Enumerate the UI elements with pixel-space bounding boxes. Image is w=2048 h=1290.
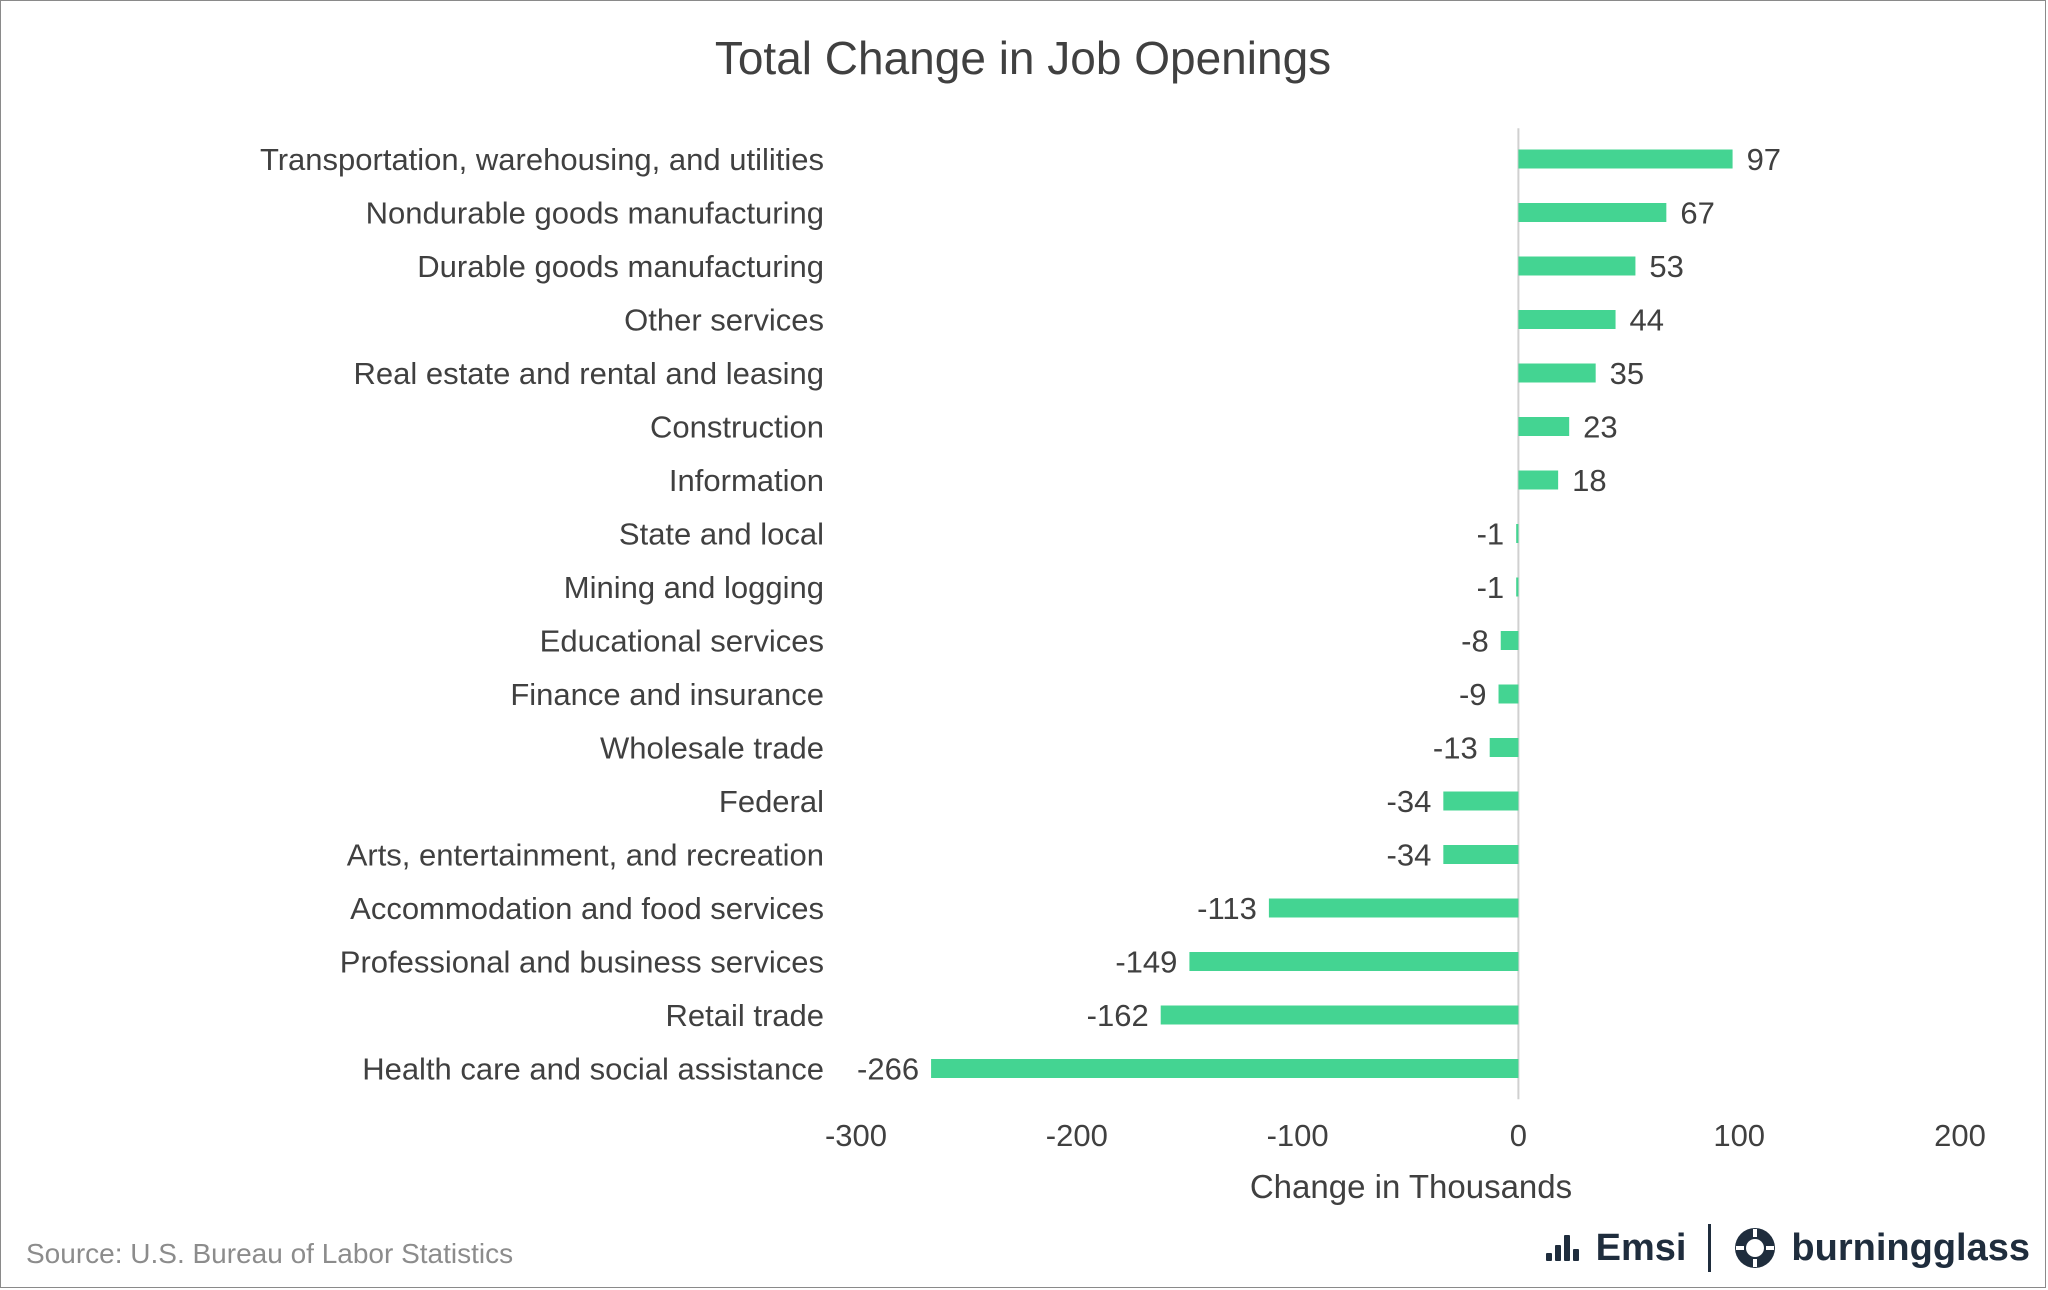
category-label: Wholesale trade (600, 731, 824, 766)
burningglass-logo: burningglass (1791, 1226, 2030, 1269)
bar (1516, 577, 1519, 597)
x-tick-label: 100 (1713, 1118, 1765, 1153)
category-label: Accommodation and food services (350, 891, 824, 926)
data-label: -149 (1115, 945, 1177, 980)
bar (1268, 898, 1519, 918)
bars (931, 149, 1733, 1078)
bar (1189, 952, 1519, 971)
x-tick-label: 200 (1934, 1118, 1986, 1153)
data-label: 53 (1649, 249, 1683, 284)
category-label: Finance and insurance (510, 677, 824, 712)
bar (1500, 631, 1519, 650)
bar (1518, 149, 1733, 169)
data-label: -162 (1087, 998, 1149, 1033)
data-label: -266 (857, 1052, 919, 1087)
data-label: 35 (1610, 356, 1644, 391)
category-label: Federal (719, 784, 824, 819)
category-label: Information (669, 463, 824, 498)
burningglass-star-icon (1735, 1228, 1776, 1268)
bar (1516, 524, 1519, 543)
category-label: State and local (619, 517, 824, 552)
category-label: Health care and social assistance (362, 1052, 824, 1087)
x-tick-label: -100 (1267, 1118, 1329, 1153)
emsi-bars-icon (1545, 1235, 1582, 1261)
data-label: 44 (1630, 303, 1664, 338)
category-label: Retail trade (665, 998, 824, 1033)
data-label: -13 (1433, 731, 1478, 766)
data-label: 97 (1747, 142, 1781, 177)
bar (1443, 845, 1519, 864)
x-tick-label: -200 (1046, 1118, 1108, 1153)
source-note: Source: U.S. Bureau of Labor Statistics (26, 1238, 514, 1269)
category-label: Durable goods manufacturing (417, 249, 824, 284)
category-label: Other services (624, 303, 824, 338)
emsi-logo: Emsi (1595, 1226, 1687, 1269)
x-tick-labels: -300 -200 -100 0 100 200 (825, 1118, 1986, 1153)
logo-area: Emsi burningglass (1545, 1222, 2030, 1274)
category-label: Real estate and rental and leasing (354, 356, 825, 391)
data-label: -1 (1477, 517, 1505, 552)
bar (1443, 791, 1519, 811)
x-tick-label: -300 (825, 1118, 887, 1153)
bar (1160, 1005, 1519, 1025)
data-label: -8 (1461, 624, 1489, 659)
chart-title: Total Change in Job Openings (715, 32, 1331, 84)
data-label: -9 (1459, 677, 1487, 712)
category-label: Arts, entertainment, and recreation (347, 838, 824, 873)
category-labels: Transportation, warehousing, and utiliti… (260, 142, 824, 1087)
category-label: Educational services (540, 624, 824, 659)
bar (1518, 203, 1667, 222)
data-label: -34 (1387, 838, 1432, 873)
bar (1518, 470, 1559, 490)
bar (1518, 363, 1596, 383)
data-label: -1 (1477, 570, 1505, 605)
bar (1489, 738, 1519, 757)
data-label: -34 (1387, 784, 1432, 819)
bar (1518, 256, 1636, 276)
data-label: 18 (1572, 463, 1606, 498)
bar (931, 1059, 1519, 1078)
x-tick-label: 0 (1510, 1118, 1527, 1153)
logo-separator (1708, 1224, 1712, 1272)
data-label: -113 (1197, 891, 1257, 926)
data-label: 23 (1583, 410, 1617, 445)
bar (1518, 310, 1616, 329)
category-label: Nondurable goods manufacturing (366, 196, 824, 231)
bar (1518, 417, 1570, 436)
data-label: 67 (1680, 196, 1714, 231)
bar (1498, 684, 1519, 704)
value-labels: 97675344352318-1-1-8-9-13-34-34-113-149-… (857, 142, 1781, 1087)
x-axis-label: Change in Thousands (1250, 1168, 1572, 1205)
category-label: Construction (650, 410, 824, 445)
category-label: Transportation, warehousing, and utiliti… (260, 142, 824, 177)
category-label: Professional and business services (340, 945, 824, 980)
category-label: Mining and logging (564, 570, 824, 605)
